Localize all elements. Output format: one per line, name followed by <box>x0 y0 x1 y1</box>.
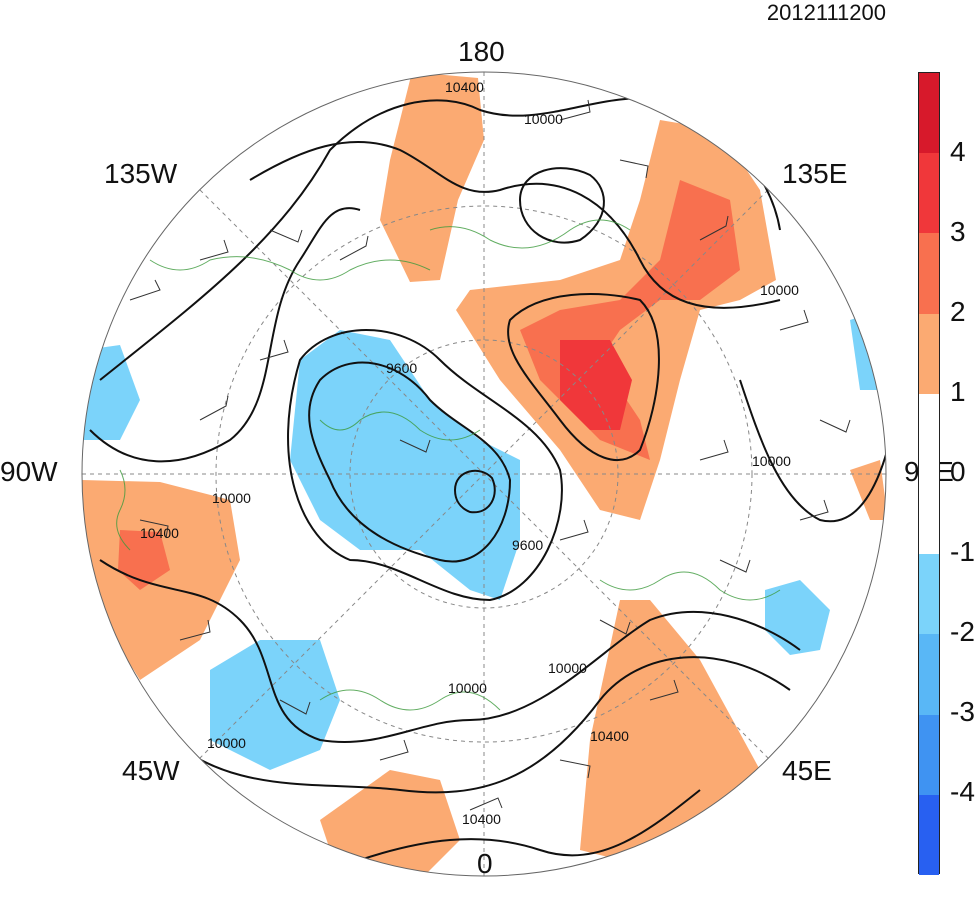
contour-label: 10000 <box>212 490 251 506</box>
anomaly-pos-se <box>580 600 760 860</box>
colorbar-swatch <box>919 794 939 875</box>
date-stamp: 2012111200 <box>766 0 886 25</box>
colorbar-tick: 4 <box>950 136 966 167</box>
colorbar-swatch <box>919 473 939 555</box>
anomaly-neg-w <box>84 345 140 440</box>
colorbar <box>918 72 940 875</box>
anomaly-pos-ne-3 <box>560 340 632 430</box>
colorbar-tick: -2 <box>950 616 975 647</box>
anomaly-neg-center <box>290 330 520 600</box>
contour-label: 10000 <box>207 735 246 751</box>
colorbar-swatch <box>919 153 939 234</box>
contour-label: 10000 <box>752 453 791 469</box>
contour-label: 10400 <box>445 79 484 95</box>
lon-label-top-left: 135W <box>104 158 178 189</box>
colorbar-swatch <box>919 233 939 314</box>
contour-label: 9600 <box>386 360 417 376</box>
colorbar-swatch <box>919 554 939 635</box>
colorbar-swatch <box>919 313 939 394</box>
contour-label: 9600 <box>512 537 543 553</box>
lon-label-bottom-right: 45E <box>782 755 832 786</box>
lon-label-top-right: 135E <box>782 158 848 189</box>
colorbar-tick: 0 <box>950 456 966 487</box>
contour-label: 10000 <box>760 282 799 298</box>
colorbar-tick: 3 <box>950 216 966 247</box>
colorbar-swatch <box>919 393 939 474</box>
anomaly-pos-top <box>380 72 484 282</box>
anomaly-pos-s <box>320 770 460 876</box>
colorbar-swatch <box>919 73 939 154</box>
contour-label: 10000 <box>448 680 487 696</box>
contour-label: 10400 <box>590 728 629 744</box>
colorbar-tick: -4 <box>950 776 975 807</box>
colorbar-tick: 1 <box>950 376 966 407</box>
lon-label-bottom-left: 45W <box>122 755 180 786</box>
colorbar-tick: -1 <box>950 536 975 567</box>
contour-label: 10400 <box>462 811 501 827</box>
lon-label-bottom: 0 <box>477 848 493 879</box>
contour-label: 10000 <box>548 660 587 676</box>
contour-label: 10400 <box>140 525 179 541</box>
colorbar-tick: 2 <box>950 296 966 327</box>
contour-label: 10000 <box>524 111 563 127</box>
anomaly-neg-sw <box>210 640 340 770</box>
anomaly-neg-se <box>765 580 830 655</box>
lon-label-top: 180 <box>458 36 505 67</box>
anomaly-pos-w-2 <box>118 530 170 590</box>
colorbar-swatch <box>919 634 939 715</box>
lon-label-left: 90W <box>0 456 58 487</box>
colorbar-tick: -3 <box>950 696 975 727</box>
colorbar-swatch <box>919 714 939 795</box>
